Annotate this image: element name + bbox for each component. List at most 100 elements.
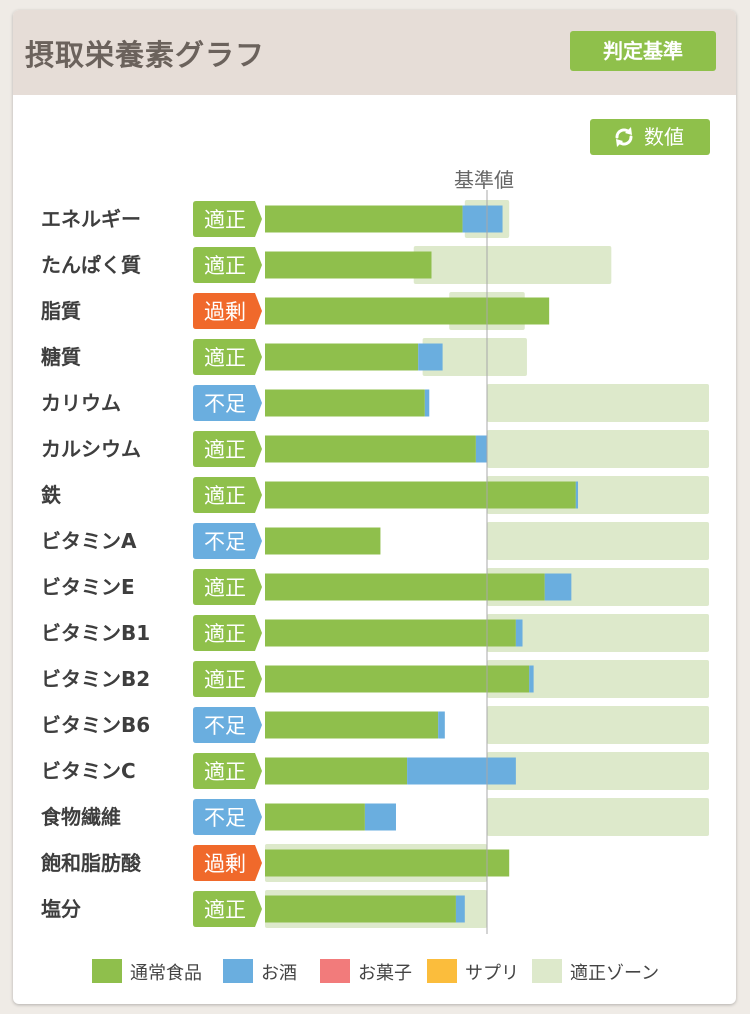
legend-swatch <box>320 959 350 983</box>
zone-band <box>413 246 612 284</box>
status-badge-label: 過剰 <box>204 852 246 876</box>
row-label: ビタミンE <box>41 575 135 599</box>
bar-alcohol <box>529 665 534 693</box>
values-button-label: 数値 <box>644 125 684 149</box>
status-badge <box>193 431 262 467</box>
status-badge-label: 適正 <box>204 484 246 508</box>
zone-band <box>487 522 709 560</box>
row-label: ビタミンB2 <box>41 667 150 691</box>
status-badge <box>193 201 262 237</box>
status-badge-label: 不足 <box>204 392 246 416</box>
status-badge-label: 不足 <box>204 806 246 830</box>
zone-band <box>487 798 709 836</box>
status-badge <box>193 339 262 375</box>
bar-alcohol <box>364 803 396 831</box>
legend-swatch <box>223 959 253 983</box>
row-label: 糖質 <box>41 345 81 369</box>
bar-food <box>265 251 432 279</box>
bar-food <box>265 389 425 417</box>
bar-alcohol <box>544 573 572 601</box>
bar-food <box>265 573 545 601</box>
zone-band <box>487 660 709 698</box>
legend-label: お酒 <box>261 963 297 984</box>
bar-alcohol <box>424 389 430 417</box>
bar-alcohol <box>515 619 523 647</box>
bar-alcohol <box>475 435 487 463</box>
bar-food <box>265 205 463 233</box>
status-badge-label: 適正 <box>204 622 246 646</box>
bar-alcohol <box>455 895 465 923</box>
bar-alcohol <box>407 757 516 785</box>
status-badge-label: 適正 <box>204 576 246 600</box>
legend-label: サプリ <box>465 963 519 984</box>
row-label: ビタミンA <box>41 529 137 553</box>
row-label: たんぱく質 <box>41 253 141 277</box>
bar-food <box>265 757 408 785</box>
status-badge-label: 適正 <box>204 760 246 784</box>
refresh-icon <box>615 127 633 147</box>
zone-band <box>487 384 709 422</box>
status-badge <box>193 661 262 697</box>
values-toggle-button[interactable]: 数値 <box>590 119 710 155</box>
row-label: 飽和脂肪酸 <box>41 851 142 875</box>
legend-label: 通常食品 <box>130 963 202 984</box>
row-label: ビタミンB6 <box>41 713 150 737</box>
row-label: カリウム <box>41 391 121 415</box>
row-label: 鉄 <box>41 483 61 507</box>
status-badge-label: 適正 <box>204 438 246 462</box>
status-badge <box>193 753 262 789</box>
status-badge <box>193 385 262 421</box>
criteria-button[interactable]: 判定基準 <box>570 31 716 71</box>
status-badge-label: 過剰 <box>204 300 246 324</box>
status-badge <box>193 569 262 605</box>
legend-label: 適正ゾーン <box>570 963 660 984</box>
status-badge <box>193 615 262 651</box>
status-badge-label: 適正 <box>204 254 246 278</box>
bar-alcohol <box>462 205 503 233</box>
bar-food <box>265 481 576 509</box>
legend-swatch <box>92 959 122 983</box>
chart-legend: 通常食品 お酒 お菓子 サプリ 適正ゾーン <box>13 956 736 986</box>
baseline-label: 基準値 <box>454 168 514 192</box>
bar-food <box>265 527 381 555</box>
row-label: ビタミンB1 <box>41 621 150 645</box>
zone-band <box>422 338 527 376</box>
bar-food <box>265 849 510 877</box>
row-label: エネルギー <box>41 207 141 231</box>
status-badge <box>193 523 262 559</box>
bar-alcohol <box>438 711 445 739</box>
bar-food <box>265 803 365 831</box>
card-header: 摂取栄養素グラフ 判定基準 <box>13 10 736 95</box>
legend-swatch <box>427 959 457 983</box>
bar-food <box>265 711 439 739</box>
bar-alcohol <box>418 343 443 371</box>
row-label: 塩分 <box>41 897 81 921</box>
zone-band <box>487 430 709 468</box>
status-badge <box>193 247 262 283</box>
bar-food <box>265 343 419 371</box>
bar-alcohol <box>575 481 579 509</box>
status-badge-label: 不足 <box>204 714 246 738</box>
row-label: カルシウム <box>41 437 141 461</box>
row-label: 食物繊維 <box>41 805 121 829</box>
status-badge-label: 適正 <box>204 898 246 922</box>
zone-band <box>487 614 709 652</box>
row-label: ビタミンC <box>41 759 136 783</box>
status-badge-label: 適正 <box>204 668 246 692</box>
status-badge <box>193 477 262 513</box>
status-badge-label: 適正 <box>204 346 246 370</box>
bar-food <box>265 297 550 325</box>
status-badge-label: 適正 <box>204 208 246 232</box>
legend-label: お菓子 <box>358 963 412 984</box>
bar-food <box>265 619 516 647</box>
legend-swatch <box>532 959 562 983</box>
status-badge <box>193 799 262 835</box>
bar-food <box>265 665 530 693</box>
status-badge <box>193 845 262 881</box>
bar-food <box>265 435 476 463</box>
nutrient-graph-card: 摂取栄養素グラフ 判定基準 数値 基準値 エネルギー 適正 たんぱく質 適正 脂質 過剰糖… <box>13 10 736 1004</box>
status-badge-label: 不足 <box>204 530 246 554</box>
page-title: 摂取栄養素グラフ <box>25 38 266 72</box>
status-badge <box>193 707 262 743</box>
